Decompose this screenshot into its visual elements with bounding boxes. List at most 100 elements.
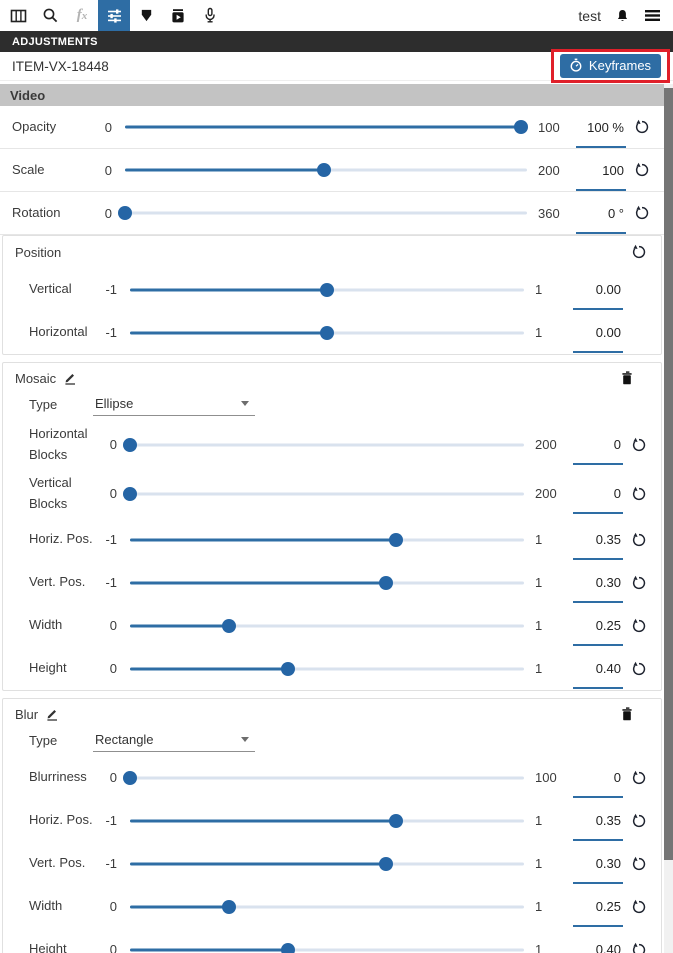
- panel-title-bar: ADJUSTMENTS: [0, 31, 673, 52]
- mosaic-horiz-pos-slider[interactable]: [130, 532, 524, 548]
- timeline-columns-icon[interactable]: [2, 0, 34, 31]
- user-label[interactable]: test: [578, 7, 601, 24]
- slider-max: 1: [535, 661, 543, 676]
- vertical-value-input[interactable]: 0.00: [571, 282, 623, 310]
- mosaic-width-value-input[interactable]: 0.25: [571, 618, 623, 646]
- delete-trash-icon[interactable]: [621, 371, 633, 385]
- reset-button[interactable]: [629, 811, 649, 831]
- slider-thumb[interactable]: [123, 770, 137, 785]
- horizontal-value-input[interactable]: 0.00: [571, 325, 623, 353]
- slider-thumb[interactable]: [221, 899, 236, 914]
- reset-button[interactable]: [632, 160, 652, 180]
- blur-vert-pos-slider[interactable]: [130, 856, 524, 872]
- vertical-blocks-value-input[interactable]: 0: [571, 486, 623, 514]
- blur-vert-pos-value-input[interactable]: 0.30: [571, 856, 623, 884]
- horizontal-position-slider[interactable]: [130, 325, 524, 341]
- reset-button[interactable]: [629, 659, 649, 679]
- search-icon[interactable]: [34, 0, 66, 31]
- blur-type-dropdown[interactable]: Rectangle: [93, 731, 255, 752]
- mosaic-width-slider[interactable]: [130, 618, 524, 634]
- slider-thumb[interactable]: [118, 206, 132, 220]
- export-video-icon[interactable]: [162, 0, 194, 31]
- menu-icon[interactable]: [644, 8, 661, 23]
- reset-button[interactable]: [629, 435, 649, 455]
- slider-thumb[interactable]: [388, 532, 403, 547]
- adjust-sliders-icon[interactable]: [98, 0, 130, 31]
- scrollbar-thumb[interactable]: [664, 88, 673, 860]
- edit-pencil-icon[interactable]: [63, 371, 77, 385]
- mosaic-vert-pos-value-input[interactable]: 0.30: [571, 575, 623, 603]
- vertical-position-slider[interactable]: [130, 282, 524, 298]
- slider-track[interactable]: [130, 948, 524, 951]
- blur-width-slider[interactable]: [130, 899, 524, 915]
- mosaic-vert-pos-slider[interactable]: [130, 575, 524, 591]
- slider-label: Opacity: [12, 118, 57, 134]
- microphone-icon[interactable]: [194, 0, 226, 31]
- scale-slider[interactable]: [125, 162, 527, 178]
- slider-label: Horiz. Pos.: [29, 531, 93, 547]
- slider-track[interactable]: [130, 776, 524, 779]
- reset-button[interactable]: [629, 940, 649, 953]
- blurriness-slider[interactable]: [123, 770, 524, 786]
- slider-label: Scale: [12, 161, 45, 177]
- slider-thumb[interactable]: [123, 486, 137, 501]
- reset-button[interactable]: [629, 573, 649, 593]
- mosaic-height-slider[interactable]: [130, 661, 524, 677]
- reset-button[interactable]: [629, 616, 649, 636]
- notifications-bell-icon[interactable]: [615, 8, 630, 24]
- edit-pencil-icon[interactable]: [45, 707, 59, 721]
- slider-thumb[interactable]: [320, 325, 334, 340]
- reset-button[interactable]: [629, 530, 649, 550]
- annotation-highlight-box: Keyframes: [551, 49, 670, 83]
- reset-button[interactable]: [629, 854, 649, 874]
- blurriness-value-input[interactable]: 0: [571, 770, 623, 798]
- slider-track[interactable]: [125, 211, 527, 215]
- slider-thumb[interactable]: [379, 856, 394, 871]
- marker-shield-icon[interactable]: [130, 0, 162, 31]
- slider-label: Height: [29, 941, 67, 953]
- mosaic-height-value-input[interactable]: 0.40: [571, 661, 623, 689]
- slider-thumb[interactable]: [123, 437, 137, 452]
- keyframes-button[interactable]: Keyframes: [559, 54, 662, 78]
- opacity-slider[interactable]: [125, 119, 528, 135]
- horizontal-blocks-slider[interactable]: [123, 437, 524, 453]
- rotation-slider[interactable]: [118, 205, 527, 221]
- slider-thumb[interactable]: [280, 942, 295, 953]
- slider-thumb[interactable]: [379, 575, 394, 590]
- blur-height-slider[interactable]: [130, 942, 524, 953]
- slider-label: Rotation: [12, 204, 61, 220]
- slider-track[interactable]: [130, 492, 524, 495]
- mosaic-type-dropdown[interactable]: Ellipse: [93, 395, 255, 416]
- reset-button[interactable]: [629, 768, 649, 788]
- reset-button[interactable]: [632, 203, 652, 223]
- vertical-blocks-slider[interactable]: [123, 486, 524, 502]
- rotation-value-input[interactable]: 0 °: [574, 206, 626, 234]
- effects-icon[interactable]: fx: [76, 7, 88, 23]
- reset-button[interactable]: [632, 117, 652, 137]
- slider-track[interactable]: [130, 624, 524, 627]
- horizontal-blocks-value-input[interactable]: 0: [571, 437, 623, 465]
- blur-horiz-pos-slider[interactable]: [130, 813, 524, 829]
- slider-max: 1: [535, 325, 543, 340]
- scrollbar-track[interactable]: [664, 84, 673, 953]
- slider-thumb[interactable]: [221, 618, 236, 633]
- slider-thumb[interactable]: [280, 661, 295, 676]
- slider-thumb[interactable]: [513, 120, 528, 134]
- reset-button[interactable]: [629, 897, 649, 917]
- mosaic-horiz-pos-value-input[interactable]: 0.35: [571, 532, 623, 560]
- scale-value-input[interactable]: 100: [574, 163, 626, 191]
- blur-width-value-input[interactable]: 0.25: [571, 899, 623, 927]
- blur-height-value-input[interactable]: 0.40: [571, 942, 621, 953]
- slider-thumb[interactable]: [316, 163, 331, 177]
- opacity-value-input[interactable]: 100 %: [574, 120, 626, 148]
- position-reset-button[interactable]: [629, 242, 649, 262]
- slider-track[interactable]: [130, 905, 524, 908]
- blur-horiz-pos-row: Horiz. Pos. -1 1 0.35: [3, 799, 661, 842]
- slider-thumb[interactable]: [320, 282, 334, 297]
- slider-track[interactable]: [130, 667, 524, 670]
- blur-horiz-pos-value-input[interactable]: 0.35: [571, 813, 623, 841]
- slider-track[interactable]: [130, 443, 524, 446]
- delete-trash-icon[interactable]: [621, 707, 633, 721]
- reset-button[interactable]: [629, 484, 649, 504]
- slider-thumb[interactable]: [388, 813, 403, 828]
